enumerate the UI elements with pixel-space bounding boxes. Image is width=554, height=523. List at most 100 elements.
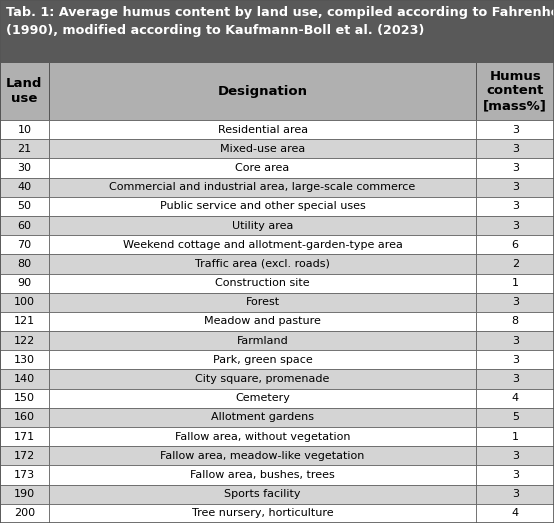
Bar: [49, 369, 476, 389]
Text: 171: 171: [14, 431, 35, 441]
Text: 3: 3: [512, 144, 519, 154]
Text: Forest: Forest: [245, 297, 280, 308]
Text: (1990), modified according to Kaufmann-Boll et al. (2023): (1990), modified according to Kaufmann-B…: [6, 24, 424, 37]
Bar: [0, 446, 49, 465]
Text: 3: 3: [512, 297, 519, 308]
Bar: [476, 504, 554, 523]
Bar: [49, 197, 476, 216]
Text: 3: 3: [512, 374, 519, 384]
Text: Designation: Designation: [218, 85, 307, 97]
Bar: [49, 158, 476, 178]
Bar: [476, 139, 554, 158]
Text: 90: 90: [17, 278, 32, 288]
Bar: [476, 254, 554, 274]
Text: 3: 3: [512, 355, 519, 365]
Text: 172: 172: [14, 451, 35, 461]
Bar: [49, 216, 476, 235]
Text: Core area: Core area: [235, 163, 290, 173]
Bar: [476, 178, 554, 197]
Text: Humus
content
[mass%]: Humus content [mass%]: [483, 70, 547, 112]
Bar: [49, 139, 476, 158]
Text: Fallow area, bushes, trees: Fallow area, bushes, trees: [190, 470, 335, 480]
Text: 3: 3: [512, 201, 519, 211]
Text: 200: 200: [14, 508, 35, 518]
Text: Tree nursery, horticulture: Tree nursery, horticulture: [192, 508, 334, 518]
Text: 1: 1: [512, 431, 519, 441]
Text: 5: 5: [512, 413, 519, 423]
Bar: [0, 465, 49, 485]
Bar: [49, 178, 476, 197]
Bar: [476, 312, 554, 331]
Bar: [0, 62, 49, 120]
Bar: [476, 408, 554, 427]
Text: Construction site: Construction site: [216, 278, 310, 288]
Bar: [49, 350, 476, 369]
Bar: [0, 350, 49, 369]
Bar: [0, 485, 49, 504]
Bar: [0, 120, 49, 139]
Bar: [49, 485, 476, 504]
Bar: [0, 158, 49, 178]
Text: Tab. 1: Average humus content by land use, compiled according to Fahrenhorst et : Tab. 1: Average humus content by land us…: [6, 6, 554, 19]
Bar: [49, 235, 476, 254]
Bar: [476, 120, 554, 139]
Text: 122: 122: [14, 336, 35, 346]
Text: Sports facility: Sports facility: [224, 489, 301, 499]
Text: Weekend cottage and allotment-garden-type area: Weekend cottage and allotment-garden-typ…: [122, 240, 403, 250]
Bar: [476, 331, 554, 350]
Bar: [49, 120, 476, 139]
Bar: [49, 465, 476, 485]
Text: Fallow area, meadow-like vegetation: Fallow area, meadow-like vegetation: [161, 451, 365, 461]
Text: Cemetery: Cemetery: [235, 393, 290, 403]
Text: City square, promenade: City square, promenade: [196, 374, 330, 384]
Bar: [476, 446, 554, 465]
Text: 3: 3: [512, 336, 519, 346]
Text: 4: 4: [512, 508, 519, 518]
Text: Farmland: Farmland: [237, 336, 289, 346]
Bar: [476, 485, 554, 504]
Bar: [476, 389, 554, 408]
Bar: [0, 312, 49, 331]
Bar: [0, 389, 49, 408]
Text: Commercial and industrial area, large-scale commerce: Commercial and industrial area, large-sc…: [110, 182, 416, 192]
Text: Fallow area, without vegetation: Fallow area, without vegetation: [175, 431, 350, 441]
Bar: [0, 254, 49, 274]
Text: 121: 121: [14, 316, 35, 326]
Text: 190: 190: [14, 489, 35, 499]
Bar: [476, 465, 554, 485]
Bar: [0, 369, 49, 389]
Text: 1: 1: [512, 278, 519, 288]
Text: Traffic area (excl. roads): Traffic area (excl. roads): [195, 259, 330, 269]
Bar: [476, 369, 554, 389]
Bar: [0, 331, 49, 350]
Text: 3: 3: [512, 163, 519, 173]
Bar: [0, 178, 49, 197]
Text: 130: 130: [14, 355, 35, 365]
Bar: [476, 293, 554, 312]
Text: 4: 4: [512, 393, 519, 403]
Text: 173: 173: [14, 470, 35, 480]
Text: 100: 100: [14, 297, 35, 308]
Text: 30: 30: [17, 163, 32, 173]
Text: 80: 80: [17, 259, 32, 269]
Bar: [0, 197, 49, 216]
Text: 70: 70: [17, 240, 32, 250]
Bar: [476, 197, 554, 216]
Bar: [49, 312, 476, 331]
Text: 6: 6: [512, 240, 519, 250]
Text: 8: 8: [512, 316, 519, 326]
Text: 50: 50: [17, 201, 32, 211]
Text: 3: 3: [512, 124, 519, 134]
Bar: [0, 139, 49, 158]
Text: Residential area: Residential area: [218, 124, 307, 134]
Bar: [49, 62, 476, 120]
Text: 2: 2: [512, 259, 519, 269]
Text: Utility area: Utility area: [232, 221, 293, 231]
Text: 140: 140: [14, 374, 35, 384]
Text: Land
use: Land use: [6, 77, 43, 105]
Bar: [476, 158, 554, 178]
Bar: [49, 331, 476, 350]
Bar: [0, 0, 554, 62]
Bar: [49, 274, 476, 293]
Text: 3: 3: [512, 489, 519, 499]
